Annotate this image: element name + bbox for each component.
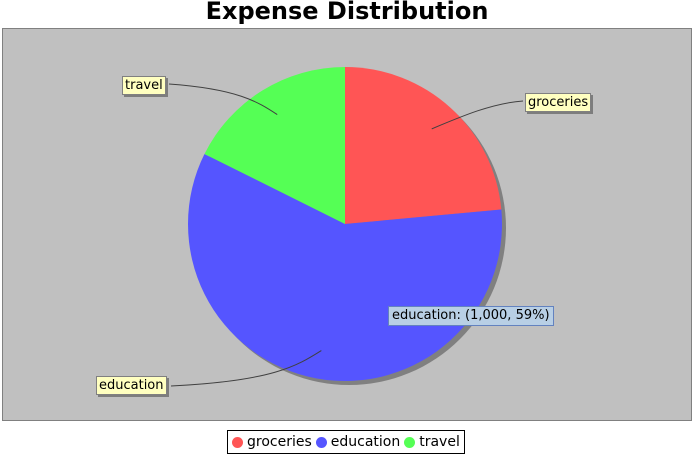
pie-label-education: education bbox=[96, 376, 167, 395]
leader-line-groceries bbox=[431, 100, 524, 130]
leader-line-education bbox=[170, 350, 322, 387]
legend-swatch-travel bbox=[404, 436, 416, 448]
legend-swatch-groceries bbox=[232, 436, 243, 448]
chart-legend: groceries education travel bbox=[227, 430, 465, 454]
legend-item-travel: travel bbox=[404, 434, 460, 450]
legend-item-education: education bbox=[315, 434, 401, 450]
legend-label-education: education bbox=[330, 434, 401, 450]
chart-title: Expense Distribution bbox=[205, 0, 489, 25]
pie-slice-groceries[interactable] bbox=[345, 67, 502, 224]
slice-tooltip: education: (1,000, 59%) bbox=[388, 306, 554, 326]
pie-slice-travel[interactable] bbox=[204, 67, 345, 224]
legend-label-groceries: groceries bbox=[247, 434, 312, 450]
plot-area: groceries education travel education: (1,0… bbox=[2, 28, 692, 421]
leader-line-travel bbox=[168, 83, 278, 115]
pie-label-travel: travel bbox=[122, 76, 166, 95]
legend-item-groceries: groceries bbox=[232, 434, 312, 450]
legend-label-travel: travel bbox=[419, 434, 460, 450]
pie-chart bbox=[168, 67, 524, 387]
legend-swatch-education bbox=[315, 436, 327, 448]
pie-label-groceries: groceries bbox=[525, 93, 592, 112]
